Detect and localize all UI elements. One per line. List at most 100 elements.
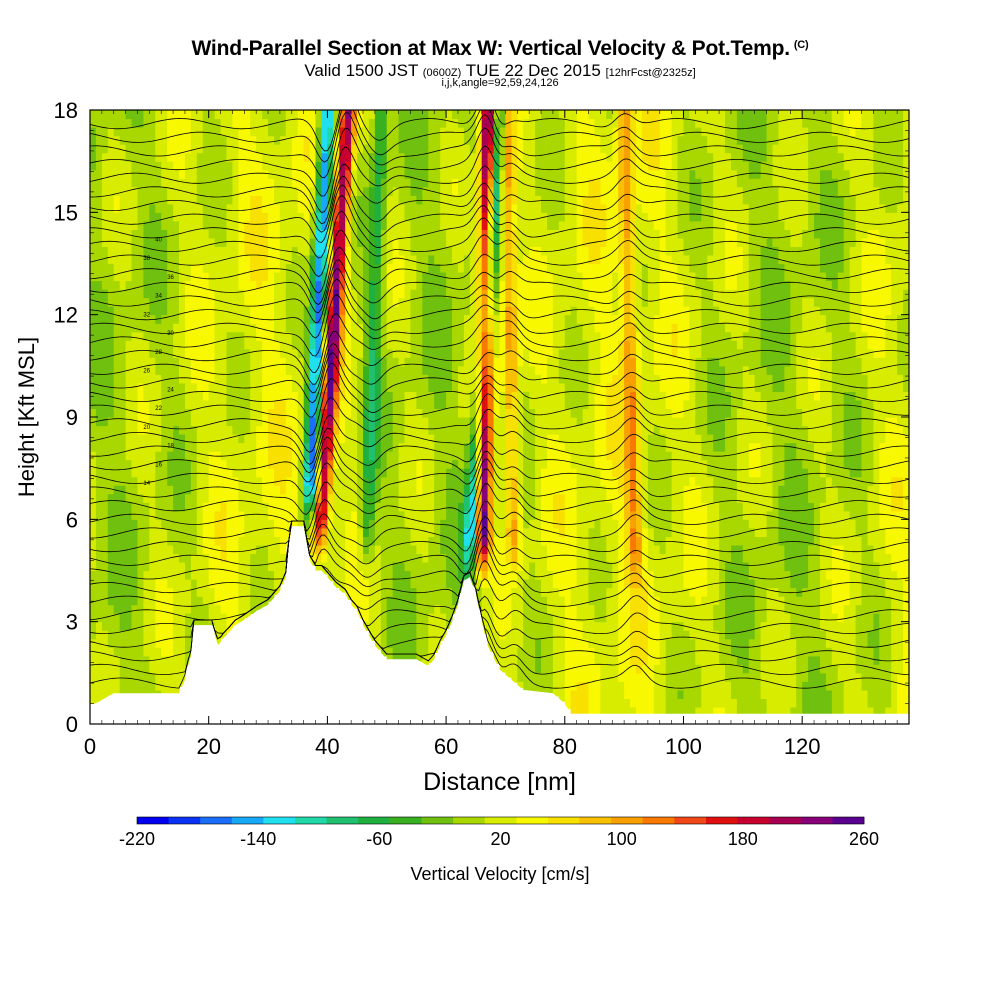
velocity-cell bbox=[374, 417, 382, 427]
velocity-cell bbox=[309, 186, 317, 196]
velocity-cell bbox=[250, 289, 257, 299]
velocity-cell bbox=[256, 263, 263, 273]
velocity-cell bbox=[143, 391, 150, 401]
velocity-cell bbox=[392, 655, 400, 660]
velocity-cell bbox=[440, 135, 447, 145]
velocity-cell bbox=[357, 425, 364, 435]
velocity-cell bbox=[167, 468, 174, 478]
velocity-cell bbox=[274, 323, 281, 333]
velocity-cell bbox=[113, 434, 121, 444]
velocity-cell bbox=[196, 195, 204, 205]
velocity-cell bbox=[113, 178, 121, 188]
velocity-cell bbox=[452, 382, 459, 392]
velocity-cell bbox=[179, 672, 186, 682]
velocity-cell bbox=[101, 417, 109, 427]
velocity-cell bbox=[517, 306, 524, 316]
velocity-cell bbox=[220, 562, 228, 572]
velocity-cell bbox=[380, 306, 388, 316]
velocity-cell bbox=[505, 365, 512, 375]
velocity-cell bbox=[95, 348, 103, 358]
velocity-cell bbox=[386, 647, 394, 657]
velocity-cell bbox=[125, 152, 133, 162]
velocity-cell bbox=[327, 186, 334, 196]
velocity-cell bbox=[297, 144, 305, 154]
velocity-cell bbox=[434, 374, 441, 384]
velocity-cell bbox=[238, 169, 245, 179]
velocity-cell bbox=[274, 408, 281, 418]
velocity-cell bbox=[220, 348, 228, 358]
velocity-cell bbox=[374, 468, 382, 478]
velocity-cell bbox=[541, 391, 548, 401]
velocity-cell bbox=[95, 698, 103, 703]
velocity-cell bbox=[155, 289, 162, 299]
velocity-cell bbox=[232, 604, 239, 614]
velocity-cell bbox=[517, 246, 524, 256]
velocity-cell bbox=[137, 502, 144, 512]
velocity-cell bbox=[458, 476, 465, 486]
velocity-cell bbox=[101, 570, 109, 580]
velocity-cell bbox=[179, 263, 186, 273]
velocity-cell bbox=[262, 280, 269, 290]
velocity-cell bbox=[380, 553, 388, 563]
velocity-cell bbox=[208, 382, 216, 392]
velocity-cell bbox=[363, 587, 370, 597]
velocity-cell bbox=[297, 399, 305, 409]
velocity-cell bbox=[131, 323, 138, 333]
velocity-cell bbox=[463, 434, 471, 444]
velocity-cell bbox=[452, 451, 459, 461]
velocity-cell bbox=[208, 220, 216, 230]
velocity-cell bbox=[238, 203, 245, 213]
velocity-cell bbox=[149, 152, 156, 162]
velocity-cell bbox=[315, 408, 322, 418]
velocity-cell bbox=[285, 527, 293, 537]
velocity-cell bbox=[552, 220, 560, 230]
velocity-cell bbox=[481, 323, 489, 333]
velocity-cell bbox=[268, 178, 275, 188]
velocity-cell bbox=[202, 527, 210, 537]
velocity-cell bbox=[173, 596, 180, 606]
velocity-cell bbox=[523, 476, 530, 486]
velocity-cell bbox=[345, 502, 352, 512]
velocity-cell bbox=[469, 391, 477, 401]
velocity-cell bbox=[327, 434, 334, 444]
velocity-cell bbox=[368, 331, 376, 341]
velocity-cell bbox=[149, 340, 156, 350]
velocity-cell bbox=[220, 434, 228, 444]
velocity-cell bbox=[410, 502, 417, 512]
velocity-cell bbox=[149, 536, 156, 546]
velocity-cell bbox=[250, 229, 257, 239]
velocity-cell bbox=[202, 382, 210, 392]
velocity-cell bbox=[149, 203, 156, 213]
velocity-cell bbox=[119, 195, 127, 205]
velocity-cell bbox=[523, 434, 530, 444]
velocity-cell bbox=[416, 314, 423, 324]
velocity-cell bbox=[398, 263, 406, 273]
velocity-cell bbox=[143, 212, 150, 222]
velocity-cell bbox=[244, 434, 251, 444]
velocity-cell bbox=[262, 553, 269, 563]
velocity-cell bbox=[380, 647, 388, 657]
velocity-cell bbox=[446, 502, 453, 512]
velocity-cell bbox=[517, 442, 524, 452]
velocity-cell bbox=[196, 272, 204, 282]
velocity-cell bbox=[547, 417, 554, 427]
velocity-cell bbox=[416, 604, 423, 614]
velocity-cell bbox=[113, 655, 121, 665]
velocity-cell bbox=[398, 638, 406, 648]
velocity-cell bbox=[363, 237, 370, 247]
velocity-cell bbox=[208, 476, 216, 486]
velocity-cell bbox=[90, 604, 97, 614]
velocity-cell bbox=[297, 263, 305, 273]
velocity-cell bbox=[422, 655, 429, 665]
velocity-cell bbox=[333, 425, 340, 435]
velocity-cell bbox=[517, 169, 524, 179]
velocity-cell bbox=[541, 178, 548, 188]
velocity-cell bbox=[101, 255, 109, 265]
velocity-cell bbox=[428, 596, 435, 606]
velocity-cell bbox=[297, 178, 305, 188]
velocity-cell bbox=[90, 178, 97, 188]
velocity-cell bbox=[173, 502, 180, 512]
velocity-cell bbox=[173, 527, 180, 537]
velocity-cell bbox=[434, 570, 441, 580]
velocity-cell bbox=[202, 562, 210, 572]
